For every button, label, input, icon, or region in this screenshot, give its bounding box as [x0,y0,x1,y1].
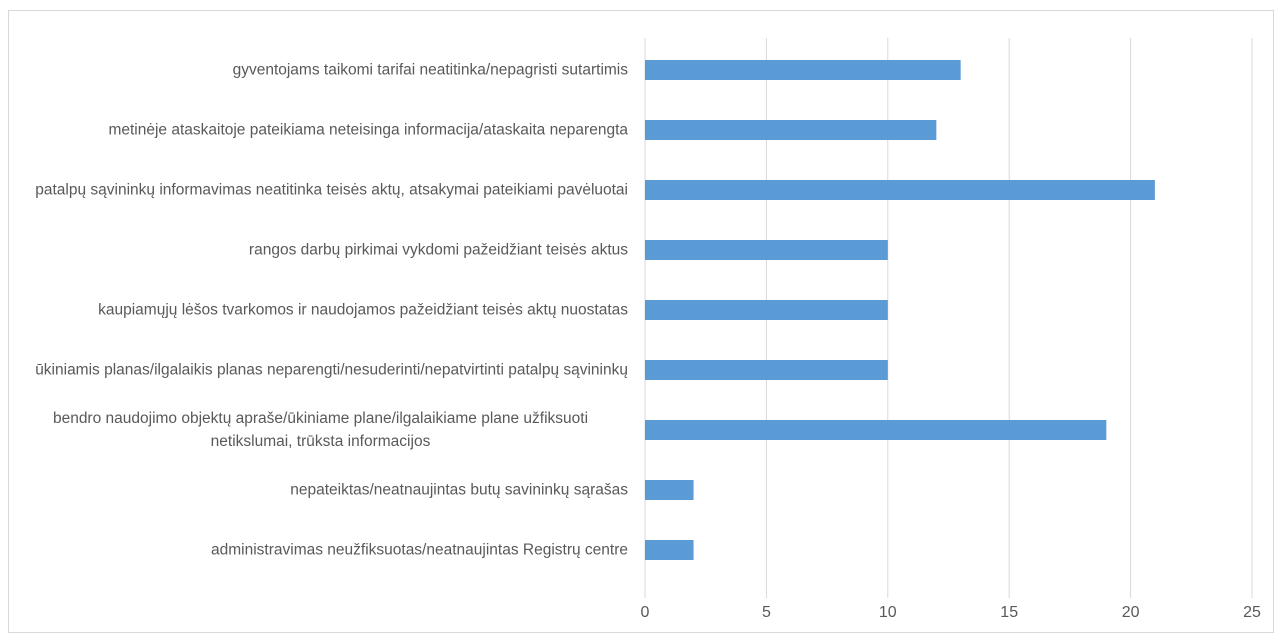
y-tick-label: kaupiamųjų lėšos tvarkomos ir naudojamos… [98,301,628,319]
bar [645,420,1107,440]
x-tick-label: 20 [1122,604,1140,621]
y-tick-label: administravimas neužfiksuotas/neatnaujin… [211,541,628,559]
bar [645,60,961,80]
bar [645,120,937,140]
x-tick-label: 25 [1243,604,1261,621]
y-tick-label: gyventojams taikomi tarifai neatitinka/n… [232,61,628,79]
bar [645,180,1155,200]
y-tick-label-box: nepateiktas/neatnaujintas butų savininkų… [10,479,628,502]
x-tick-label: 15 [1000,604,1018,621]
y-tick-label-box: rangos darbų pirkimai vykdomi pažeidžian… [10,239,628,262]
y-tick-label-box: bendro naudojimo objektų apraše/ūkiniame… [10,407,628,453]
y-tick-label-box: patalpų sąvininkų informavimas neatitink… [10,179,628,202]
bar [645,480,694,500]
bar [645,300,888,320]
y-tick-label-box: ūkiniamis planas/ilgalaikis planas nepar… [10,359,628,382]
bar [645,240,888,260]
y-tick-label: patalpų sąvininkų informavimas neatitink… [35,181,628,199]
y-tick-label: ūkiniamis planas/ilgalaikis planas nepar… [35,361,628,379]
y-tick-label-box: gyventojams taikomi tarifai neatitinka/n… [10,59,628,82]
y-tick-label: bendro naudojimo objektų apraše/ūkiniame… [52,410,589,450]
bar [645,540,694,560]
bar [645,360,888,380]
y-tick-label: metinėje ataskaitoje pateikiama neteisin… [108,121,628,139]
x-tick-label: 5 [762,604,771,621]
y-tick-label: nepateiktas/neatnaujintas butų savininkų… [290,481,628,499]
x-tick-label: 0 [641,604,650,621]
y-tick-label: rangos darbų pirkimai vykdomi pažeidžian… [248,241,628,259]
y-tick-label-box: administravimas neužfiksuotas/neatnaujin… [10,539,628,562]
y-tick-label-box: metinėje ataskaitoje pateikiama neteisin… [10,119,628,142]
y-tick-label-box: kaupiamųjų lėšos tvarkomos ir naudojamos… [10,299,628,322]
chart-frame [8,10,1274,633]
x-tick-label: 10 [879,604,897,621]
